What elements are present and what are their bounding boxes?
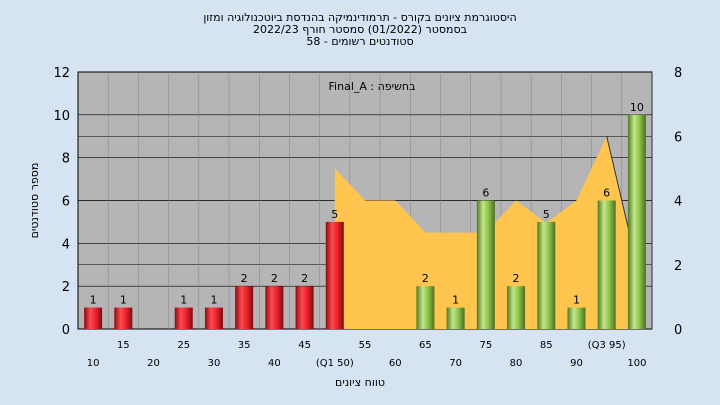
bar-value-label: 1	[180, 294, 187, 307]
bar-value-label: 2	[241, 272, 248, 285]
bar-value-label: 5	[331, 208, 338, 221]
y-tick-label: 12	[53, 66, 70, 81]
chart-title-line-2: בסמסטר (01/2022) סמסטר חורף 2022/23	[253, 23, 467, 36]
x-tick-label: 20	[147, 358, 160, 369]
bar-value-label: 2	[422, 272, 429, 285]
y-tick-label: 6	[62, 195, 70, 210]
bar-green	[627, 114, 646, 329]
x-tick-label: (Q3 95)	[588, 340, 626, 351]
x-tick-label: 100	[627, 358, 646, 369]
bar-value-label: 1	[210, 294, 217, 307]
bar-value-label: 5	[543, 208, 550, 221]
y2-tick-label: 2	[674, 259, 682, 274]
x-tick-label: 25	[177, 340, 190, 351]
bar-value-label: 1	[90, 294, 97, 307]
bar-red	[84, 307, 103, 329]
x-tick-label: 60	[389, 358, 402, 369]
y2-tick-label: 6	[674, 130, 682, 145]
x-tick-label: 85	[540, 340, 553, 351]
y-tick-label: 8	[62, 152, 70, 167]
bar-red	[174, 307, 193, 329]
bar-green	[476, 200, 495, 329]
x-tick-label: 15	[117, 340, 130, 351]
chart-title-line-3: 58 - סטודנטים רשומים	[306, 35, 414, 48]
bar-green	[507, 286, 526, 329]
bar-value-label: 1	[120, 294, 127, 307]
bar-value-label: 6	[482, 187, 489, 200]
bar-green	[416, 286, 435, 329]
y-tick-label: 0	[62, 323, 70, 338]
x-tick-label: 45	[298, 340, 311, 351]
y2-tick-label: 8	[674, 66, 682, 81]
x-tick-label: 80	[510, 358, 523, 369]
bar-green	[446, 307, 465, 329]
bar-value-label: 1	[573, 294, 580, 307]
y-tick-label: 10	[53, 109, 70, 124]
x-tick-label: 40	[268, 358, 281, 369]
y-tick-label: 4	[62, 237, 70, 252]
bar-value-label: 6	[603, 187, 610, 200]
x-tick-label: 30	[208, 358, 221, 369]
x-tick-label: 10	[87, 358, 100, 369]
bar-red	[325, 221, 344, 329]
x-axis-label: טווח ציונים	[335, 376, 385, 389]
bar-value-label: 2	[513, 272, 520, 285]
chart-annotation: Final_A : בחשיפה	[329, 80, 416, 93]
bar-value-label: 2	[301, 272, 308, 285]
bar-green	[567, 307, 586, 329]
chart-title-line-1: היסטוגרמת ציונים בקורס - תרמודינמיקה בהנ…	[203, 11, 517, 24]
bar-red	[235, 286, 254, 329]
y2-tick-label: 0	[674, 323, 682, 338]
bar-red	[204, 307, 223, 329]
bar-red	[265, 286, 284, 329]
x-tick-label: 65	[419, 340, 432, 351]
bar-value-label: 1	[452, 294, 459, 307]
x-tick-label: 55	[359, 340, 372, 351]
bar-green	[537, 221, 556, 329]
bar-red	[295, 286, 314, 329]
x-tick-label: 75	[479, 340, 492, 351]
x-tick-label: (Q1 50)	[316, 358, 354, 369]
bar-value-label: 2	[271, 272, 278, 285]
y-tick-label: 2	[62, 280, 70, 295]
x-tick-label: 35	[238, 340, 251, 351]
bar-green	[597, 200, 616, 329]
y-axis-label: מספר סטודנטים	[28, 163, 41, 239]
x-tick-label: 70	[449, 358, 462, 369]
bar-red	[114, 307, 133, 329]
x-tick-label: 90	[570, 358, 583, 369]
y2-tick-label: 4	[674, 195, 682, 210]
bar-value-label: 10	[630, 101, 644, 114]
